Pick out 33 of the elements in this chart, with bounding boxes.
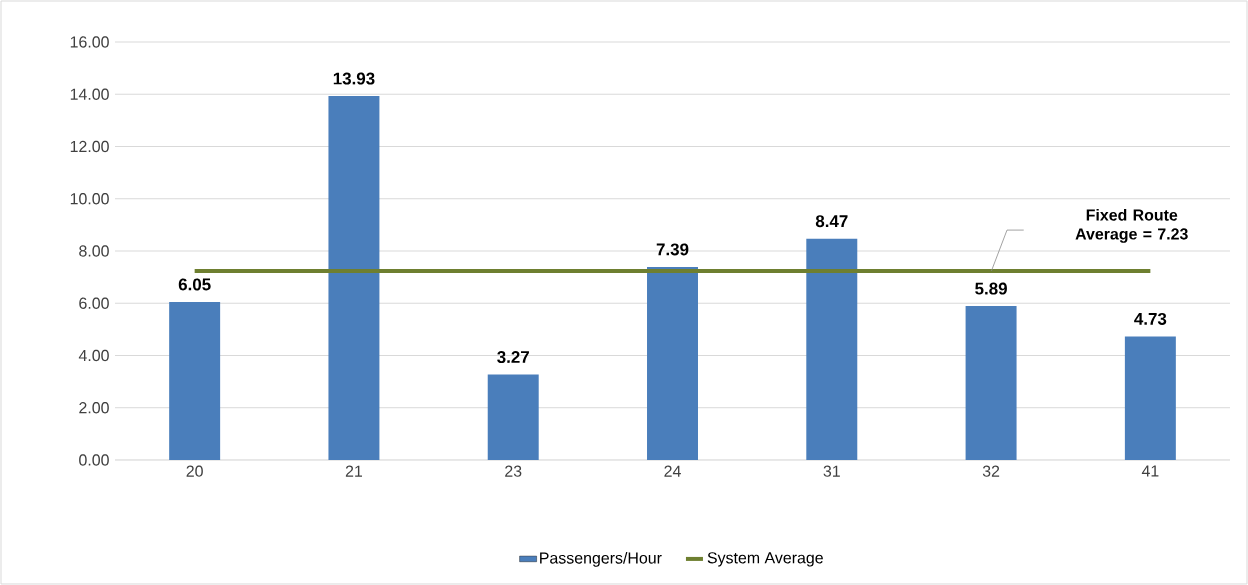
data-label: 13.93: [333, 72, 375, 85]
legend-label: System Average: [707, 552, 823, 567]
bar: [965, 306, 1017, 460]
data-label: 7.39: [656, 243, 689, 256]
x-tick-label: 31: [823, 465, 840, 477]
y-tick-label: 4.00: [78, 349, 109, 362]
data-label: 4.73: [1134, 312, 1167, 325]
y-tick-label: 14.00: [70, 88, 109, 100]
y-tick-label: 0.00: [79, 454, 109, 466]
data-label: 8.47: [815, 215, 848, 228]
y-tick-label: 8.00: [79, 245, 109, 257]
data-label: 5.89: [975, 282, 1007, 295]
bar: [487, 374, 539, 460]
data-label: 3.27: [497, 351, 529, 364]
x-tick-label: 24: [664, 465, 681, 477]
data-label: 6.05: [178, 278, 211, 291]
x-tick-label: 23: [505, 465, 522, 477]
x-tick-label: 20: [186, 465, 203, 477]
bar: [647, 266, 698, 460]
x-tick-label: 32: [982, 465, 1000, 477]
bar: [806, 238, 858, 460]
annotation: Fixed Route Average = 7.23: [1075, 208, 1188, 243]
y-tick-label: 2.00: [79, 402, 109, 414]
y-tick-label: 12.00: [70, 140, 109, 153]
x-tick-label: 41: [1141, 465, 1159, 477]
bar: [1124, 336, 1176, 460]
legend-label: Passengers/Hour: [540, 551, 662, 567]
y-tick-label: 6.00: [79, 297, 109, 309]
y-tick-label: 16.00: [70, 36, 109, 48]
bar: [169, 301, 221, 460]
y-tick-label: 10.00: [70, 193, 109, 205]
x-tick-label: 21: [345, 465, 363, 477]
bar: [328, 96, 380, 460]
